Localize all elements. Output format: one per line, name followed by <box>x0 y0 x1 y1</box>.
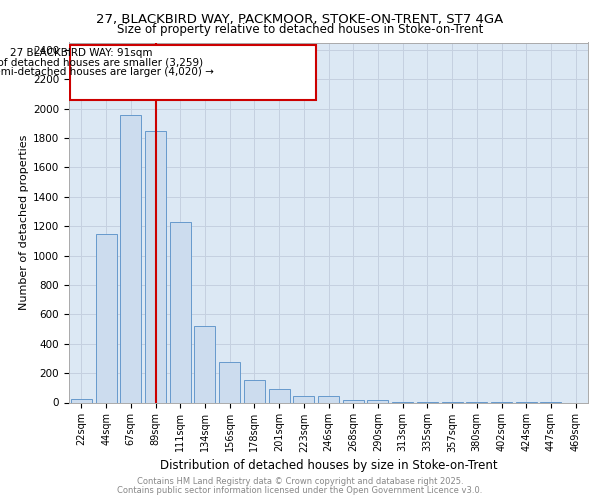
Text: Contains public sector information licensed under the Open Government Licence v3: Contains public sector information licen… <box>118 486 482 495</box>
Bar <box>120 114 141 403</box>
Text: 27, BLACKBIRD WAY, PACKMOOR, STOKE-ON-TRENT, ST7 4GA: 27, BLACKBIRD WAY, PACKMOOR, STOKE-ON-TR… <box>97 12 503 26</box>
Text: ← 44% of detached houses are smaller (3,259): ← 44% of detached houses are smaller (3,… <box>0 57 203 67</box>
Bar <box>318 396 339 402</box>
Bar <box>367 400 388 402</box>
Bar <box>145 130 166 402</box>
FancyBboxPatch shape <box>70 46 316 100</box>
Bar <box>343 400 364 402</box>
Bar <box>244 380 265 402</box>
Bar <box>269 390 290 402</box>
Bar <box>95 234 116 402</box>
Bar <box>170 222 191 402</box>
Bar <box>71 399 92 402</box>
Y-axis label: Number of detached properties: Number of detached properties <box>19 135 29 310</box>
Text: Contains HM Land Registry data © Crown copyright and database right 2025.: Contains HM Land Registry data © Crown c… <box>137 477 463 486</box>
Bar <box>293 396 314 402</box>
Bar <box>219 362 240 403</box>
X-axis label: Distribution of detached houses by size in Stoke-on-Trent: Distribution of detached houses by size … <box>160 458 497 471</box>
Text: 55% of semi-detached houses are larger (4,020) →: 55% of semi-detached houses are larger (… <box>0 66 214 76</box>
Bar <box>194 326 215 402</box>
Text: Size of property relative to detached houses in Stoke-on-Trent: Size of property relative to detached ho… <box>117 24 483 36</box>
Text: 27 BLACKBIRD WAY: 91sqm: 27 BLACKBIRD WAY: 91sqm <box>10 48 152 58</box>
